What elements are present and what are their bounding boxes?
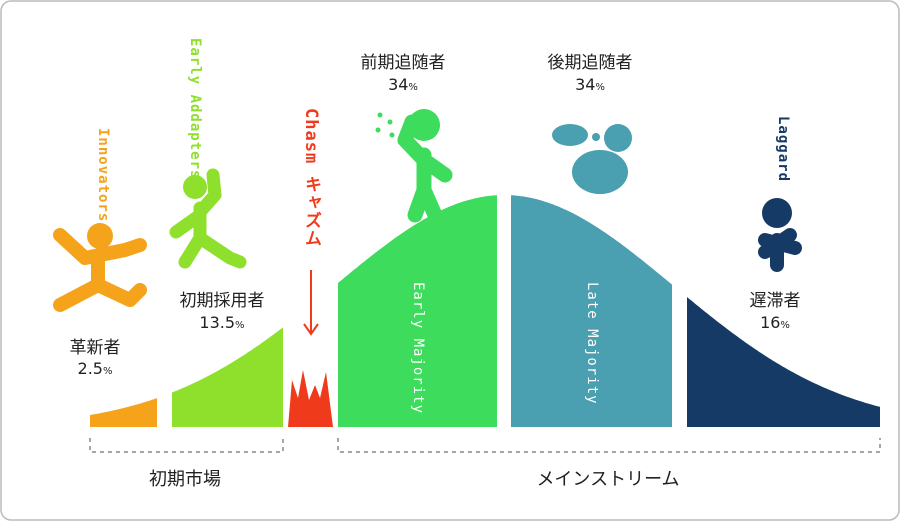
curve-segment [172,327,283,427]
early-majority-figure [375,109,453,223]
segment-name: 遅滞者 [750,291,801,311]
segment-percent: 16% [760,313,790,332]
chasm-spikes [288,370,333,427]
segment-percent: 2.5% [78,359,113,378]
segment-name: 後期追随者 [548,53,633,73]
percent-value: 13.5 [199,313,235,332]
innovators-label: Innovators [95,128,111,222]
market-label: メインストリーム [536,469,679,490]
curve-segment [90,398,157,427]
early-adopter-figure [169,168,247,269]
percent-unit: % [595,82,605,93]
early-majority-label: Early Majority [410,282,426,414]
percent-value: 2.5 [78,359,103,378]
percent-unit: % [103,366,113,377]
segment-percent: 34% [388,75,418,94]
curve-segment [687,297,880,427]
chasm-arrow-head [303,323,319,336]
segment-name: 革新者 [70,338,121,358]
curve-segment [338,195,497,427]
laggard-figure [758,198,802,272]
percent-unit: % [408,82,418,93]
late-majority-label: Late Majority [584,282,600,405]
segment-name: 初期採用者 [180,291,265,311]
segment-percent: 34% [575,75,605,94]
segment-name: 前期追随者 [361,53,446,73]
percent-unit: % [235,320,245,331]
innovator-figure [53,223,147,312]
curve-segment [511,195,672,427]
chasm-label: Chasm キャズム [301,108,321,247]
laggard-label: Laggard [775,116,791,182]
percent-unit: % [780,320,790,331]
early-adopters-label: Early Addapters [187,38,203,179]
percent-value: 34 [575,75,595,94]
percent-value: 34 [388,75,408,94]
late-majority-figure [552,124,632,194]
bell-curve [90,195,880,427]
segment-percent: 13.5% [199,313,244,332]
percent-value: 16 [760,313,780,332]
market-bracket [337,438,881,453]
market-label: 初期市場 [149,469,221,490]
